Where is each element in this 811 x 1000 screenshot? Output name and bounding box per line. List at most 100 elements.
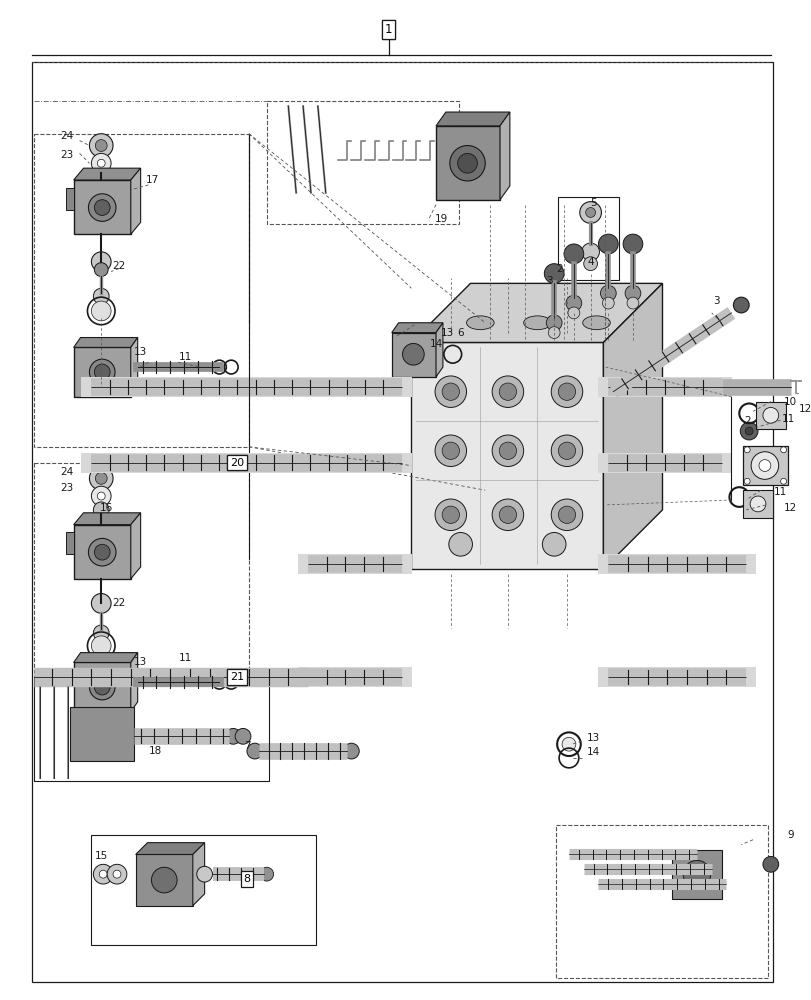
Bar xyxy=(557,197,619,280)
Text: 21: 21 xyxy=(230,672,244,682)
Polygon shape xyxy=(391,323,442,333)
Circle shape xyxy=(92,252,111,272)
Circle shape xyxy=(558,442,575,459)
Circle shape xyxy=(93,864,113,884)
Circle shape xyxy=(499,442,516,459)
Circle shape xyxy=(435,435,466,467)
Text: 11: 11 xyxy=(178,653,191,663)
Circle shape xyxy=(441,383,459,400)
Circle shape xyxy=(546,315,561,331)
Circle shape xyxy=(93,502,109,518)
Circle shape xyxy=(94,544,110,560)
Circle shape xyxy=(738,557,753,571)
Circle shape xyxy=(394,670,408,684)
Circle shape xyxy=(94,200,110,215)
Circle shape xyxy=(97,159,105,167)
Bar xyxy=(92,835,315,945)
Circle shape xyxy=(394,380,408,394)
Circle shape xyxy=(491,435,523,467)
Circle shape xyxy=(441,442,459,459)
Text: 13: 13 xyxy=(440,328,454,338)
Circle shape xyxy=(457,153,477,173)
Polygon shape xyxy=(411,342,603,569)
Circle shape xyxy=(88,194,116,221)
Bar xyxy=(34,463,249,677)
Text: 24: 24 xyxy=(60,467,73,477)
Circle shape xyxy=(744,447,749,453)
Circle shape xyxy=(95,140,107,151)
Text: 3: 3 xyxy=(712,296,719,306)
Text: 6: 6 xyxy=(457,328,463,338)
Polygon shape xyxy=(74,653,138,662)
Circle shape xyxy=(551,376,582,407)
Circle shape xyxy=(564,244,583,264)
Text: 13: 13 xyxy=(586,733,599,743)
Circle shape xyxy=(581,243,599,261)
Bar xyxy=(672,850,721,899)
Circle shape xyxy=(107,864,127,884)
Polygon shape xyxy=(131,338,138,397)
Circle shape xyxy=(779,478,786,484)
Polygon shape xyxy=(74,168,140,180)
Circle shape xyxy=(491,499,523,531)
Circle shape xyxy=(543,264,564,283)
Circle shape xyxy=(343,743,358,759)
Bar xyxy=(556,825,767,978)
Text: 19: 19 xyxy=(434,214,447,224)
Circle shape xyxy=(499,383,516,400)
Polygon shape xyxy=(131,168,140,234)
Circle shape xyxy=(435,499,466,531)
Text: 24: 24 xyxy=(60,131,73,141)
Text: 16: 16 xyxy=(100,503,113,513)
Text: 12: 12 xyxy=(783,503,796,513)
Circle shape xyxy=(196,866,212,882)
Text: 4: 4 xyxy=(586,257,593,267)
Circle shape xyxy=(92,301,111,321)
Polygon shape xyxy=(74,513,140,525)
Circle shape xyxy=(99,870,107,878)
Circle shape xyxy=(565,295,581,311)
Text: 14: 14 xyxy=(586,747,599,757)
Polygon shape xyxy=(192,843,204,906)
Circle shape xyxy=(602,297,613,309)
Text: 7: 7 xyxy=(243,741,250,751)
Ellipse shape xyxy=(523,316,551,330)
Text: 8: 8 xyxy=(243,874,251,884)
Circle shape xyxy=(94,679,110,695)
Circle shape xyxy=(567,307,579,319)
Circle shape xyxy=(599,285,616,301)
Circle shape xyxy=(92,636,111,656)
Circle shape xyxy=(551,499,582,531)
Text: 17: 17 xyxy=(146,175,159,185)
Ellipse shape xyxy=(466,316,494,330)
Circle shape xyxy=(762,856,778,872)
Polygon shape xyxy=(603,283,662,569)
Circle shape xyxy=(626,297,638,309)
Circle shape xyxy=(600,670,615,684)
Polygon shape xyxy=(131,513,140,579)
Circle shape xyxy=(744,478,749,484)
Text: 11: 11 xyxy=(773,487,787,497)
Bar xyxy=(34,134,249,447)
Circle shape xyxy=(402,343,423,365)
Polygon shape xyxy=(436,323,442,377)
Text: 11: 11 xyxy=(781,414,794,424)
Circle shape xyxy=(92,486,111,506)
Circle shape xyxy=(260,867,273,881)
Text: 2: 2 xyxy=(555,264,562,274)
Text: 5: 5 xyxy=(590,198,596,208)
Text: 23: 23 xyxy=(60,483,73,493)
Circle shape xyxy=(682,860,710,888)
Circle shape xyxy=(750,452,778,479)
Text: 12: 12 xyxy=(798,404,811,414)
Text: 1: 1 xyxy=(384,23,392,36)
Circle shape xyxy=(247,743,263,759)
Bar xyxy=(34,677,268,781)
Polygon shape xyxy=(135,843,204,854)
Circle shape xyxy=(152,867,177,893)
Polygon shape xyxy=(436,112,509,126)
Circle shape xyxy=(583,257,597,271)
Circle shape xyxy=(93,288,109,304)
Circle shape xyxy=(301,557,315,571)
Circle shape xyxy=(779,447,786,453)
